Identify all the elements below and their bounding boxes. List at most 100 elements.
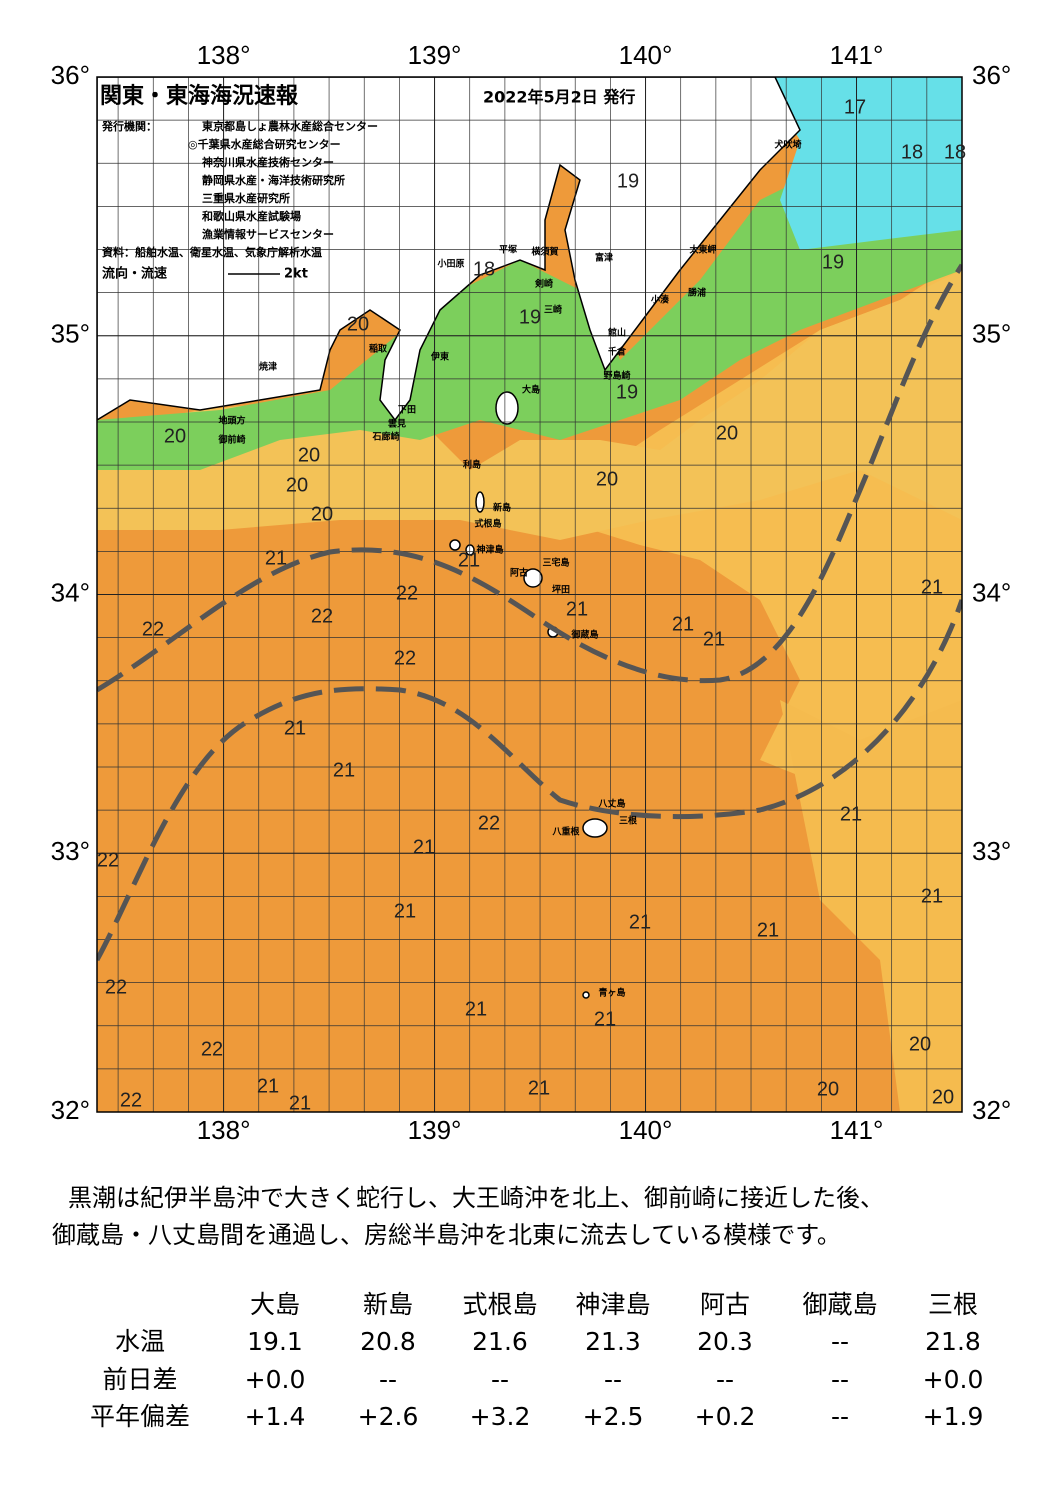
lon-tick-label: 140° <box>619 40 673 70</box>
temperature-label: 21 <box>394 900 416 922</box>
table-cell: +1.9 <box>923 1402 984 1431</box>
issuer: ◎千葉県水産総合研究センター <box>188 137 341 151</box>
place-name: 剣崎 <box>534 278 553 290</box>
temperature-label: 19 <box>616 381 638 403</box>
table-cell: +1.4 <box>245 1402 306 1431</box>
kuroshio-axis <box>97 263 962 962</box>
temperature-label: 22 <box>478 812 500 834</box>
table-cell: +0.0 <box>923 1365 984 1394</box>
temperature-label: 20 <box>596 468 618 490</box>
lat-tick-label: 34° <box>972 577 1011 607</box>
place-name: 八丈島 <box>597 798 625 810</box>
temperature-label: 22 <box>105 976 127 998</box>
place-name: 平塚 <box>499 244 517 256</box>
temperature-label: 17 <box>844 96 866 118</box>
temperature-label: 18 <box>901 141 923 163</box>
lat-tick-label: 33° <box>51 836 90 866</box>
table-cell: +0.2 <box>695 1402 756 1431</box>
issue-date: 2022年5月2日 発行 <box>483 88 635 107</box>
lat-tick-label: 36° <box>51 60 90 90</box>
table-cell: 20.3 <box>697 1327 753 1356</box>
temperature-label: 20 <box>909 1033 931 1055</box>
temperature-label: 21 <box>528 1077 550 1099</box>
issuer: 三重県水産研究所 <box>202 191 290 205</box>
grid <box>97 77 962 1112</box>
temperature-label: 19 <box>519 306 541 328</box>
table-cell: 21.3 <box>585 1327 641 1356</box>
temperature-label: 22 <box>396 582 418 604</box>
summary-line: 黒潮は紀伊半島沖で大きく蛇行し、大王崎沖を北上、御前崎に接近した後、 <box>68 1184 884 1212</box>
place-name: 太東岬 <box>688 244 716 256</box>
flow-unit: 2kt <box>284 267 308 282</box>
temperature-label: 20 <box>716 422 738 444</box>
table-header: 阿古 <box>700 1290 750 1319</box>
place-name: 御蔵島 <box>570 629 598 641</box>
table-header: 三根 <box>928 1290 978 1319</box>
table-cell: -- <box>491 1365 509 1394</box>
temperature-label: 22 <box>97 849 119 871</box>
issuer-label: 発行機関： <box>101 119 157 133</box>
lon-tick-label: 138° <box>197 40 251 70</box>
place-name: 横須賀 <box>531 246 558 258</box>
table-cell: +0.0 <box>245 1365 306 1394</box>
temperature-label: 21 <box>413 836 435 858</box>
temperature-label: 21 <box>289 1092 311 1114</box>
temperature-label: 22 <box>201 1038 223 1060</box>
place-name: 小湊 <box>650 294 670 306</box>
place-name: 伊東 <box>430 351 449 363</box>
place-name: 阿古 <box>510 567 528 579</box>
place-name: 勝浦 <box>688 287 706 299</box>
table-cell: 20.8 <box>360 1327 416 1356</box>
place-name: 御前崎 <box>217 434 245 446</box>
place-name: 三宅島 <box>542 557 569 569</box>
temperature-label: 21 <box>840 803 862 825</box>
table-cell: -- <box>379 1365 397 1394</box>
table-header: 神津島 <box>575 1290 650 1319</box>
table-header: 大島 <box>250 1290 300 1319</box>
temperature-label: 21 <box>757 919 779 941</box>
source: 資料：船舶水温、衛星水温、気象庁解析水温 <box>102 245 322 259</box>
temperature-label: 22 <box>120 1089 142 1111</box>
temperature-label: 21 <box>672 613 694 635</box>
table-cell: -- <box>831 1365 849 1394</box>
place-name: 坪田 <box>552 584 570 596</box>
sea-mild <box>780 700 962 1112</box>
temperature-label: 20 <box>286 474 308 496</box>
table-cell: +2.5 <box>583 1402 644 1431</box>
place-name: 地頭方 <box>218 415 245 427</box>
table-header: 新島 <box>363 1290 413 1319</box>
map-title: 関東・東海海況速報 <box>100 83 299 109</box>
table-cell: +2.6 <box>358 1402 419 1431</box>
labels: 138° 138° 139° 139° 140° 140° 141° 141° 36° 36° 35… <box>51 40 1012 1431</box>
place-name: 焼津 <box>259 361 277 373</box>
temperature-label: 22 <box>142 618 164 640</box>
table-header: 式根島 <box>462 1290 537 1319</box>
issuer: 漁業情報サービスセンター <box>202 227 334 241</box>
table-cell: -- <box>831 1402 849 1431</box>
temperature-label: 20 <box>932 1086 954 1108</box>
row-label: 水温 <box>115 1327 165 1356</box>
place-name: 下田 <box>398 405 416 416</box>
temperature-label: 22 <box>311 605 333 627</box>
table-cell: 19.1 <box>247 1327 303 1356</box>
temperature-label: 21 <box>921 885 943 907</box>
temperature-label: 20 <box>347 313 369 335</box>
temperature-label: 21 <box>566 598 588 620</box>
temperature-label: 18 <box>944 141 966 163</box>
place-name: 大島 <box>522 384 540 396</box>
temperature-label: 21 <box>703 628 725 650</box>
table-cell: 21.8 <box>925 1327 981 1356</box>
place-name: 館山 <box>607 327 626 339</box>
lon-tick-label: 141° <box>830 1115 884 1145</box>
land <box>97 77 801 422</box>
temperature-label: 21 <box>265 547 287 569</box>
place-name: 神津島 <box>476 544 503 556</box>
map-frame <box>96 76 963 1113</box>
temperature-label: 21 <box>284 717 306 739</box>
issuer: 神奈川県水産技術センター <box>202 155 334 169</box>
row-label: 前日差 <box>102 1365 177 1394</box>
temperature-label: 21 <box>594 1008 616 1030</box>
temperature-label: 19 <box>617 170 639 192</box>
place-name: 三根 <box>619 815 638 827</box>
place-name: 八重根 <box>551 826 580 838</box>
